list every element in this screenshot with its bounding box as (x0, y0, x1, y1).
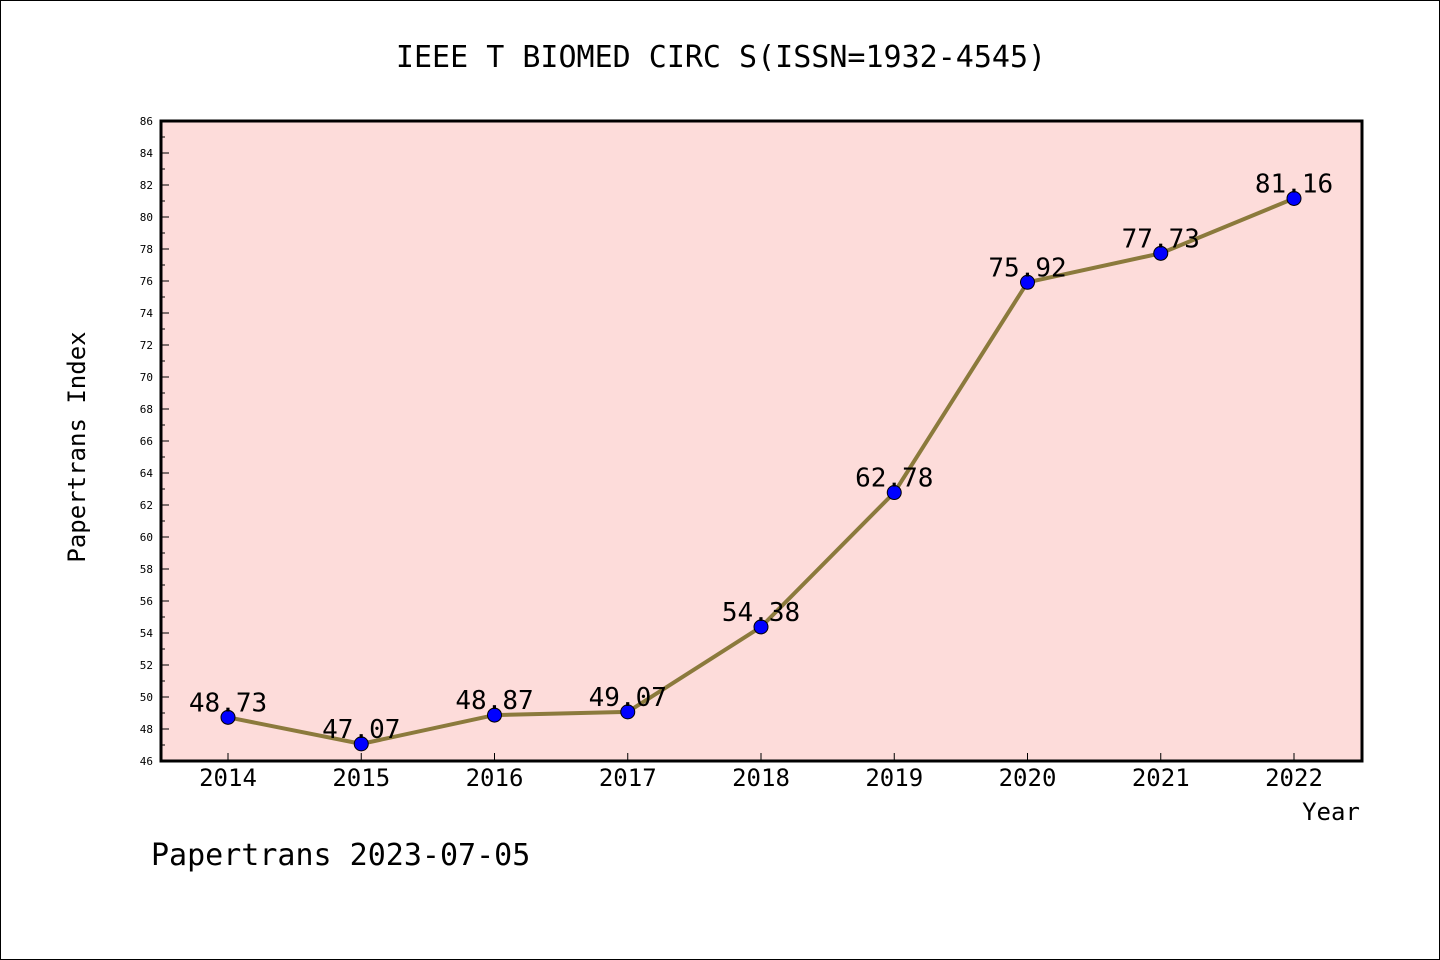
data-label: 54.38 (722, 598, 800, 628)
y-tick-label: 76 (140, 275, 153, 288)
x-tick-label: 2016 (466, 764, 524, 792)
plot-area (161, 121, 1362, 761)
x-axis: 2014 2015 2016 2017 2018 2019 2020 2021 2022 (199, 753, 1323, 792)
y-tick-label: 46 (140, 755, 153, 768)
y-tick-label: 66 (140, 435, 153, 448)
plot-border (159, 119, 1364, 763)
y-tick-label: 70 (140, 371, 153, 384)
y-tick-label: 62 (140, 499, 153, 512)
data-point (1153, 245, 1169, 261)
x-axis-label: Year (1302, 798, 1360, 826)
data-point (1020, 274, 1035, 290)
y-tick-label: 56 (140, 595, 153, 608)
data-point (753, 619, 769, 635)
x-tick-label: 2022 (1265, 764, 1323, 792)
y-tick-label: 86 (140, 115, 153, 128)
series-group (220, 190, 1302, 752)
footer-label: Papertrans 2023-07-05 (151, 838, 530, 873)
data-label: 47.07 (322, 715, 400, 745)
data-label: 77.73 (1122, 224, 1200, 254)
y-tick-label: 58 (140, 563, 153, 576)
y-tick-label: 72 (140, 339, 153, 352)
data-point (620, 704, 636, 720)
x-tick-label: 2020 (999, 764, 1057, 792)
data-point (886, 485, 902, 501)
y-tick-label: 50 (140, 691, 153, 704)
data-label: 48.73 (189, 688, 267, 718)
y-tick-label: 64 (140, 467, 154, 480)
data-label: 75.92 (988, 253, 1066, 283)
y-axis-label: Papertrans Index (63, 331, 91, 562)
data-point (353, 736, 369, 752)
data-point (1286, 190, 1302, 206)
x-tick-label: 2018 (732, 764, 790, 792)
y-tick-label: 54 (140, 627, 154, 640)
data-label: 81.16 (1255, 169, 1333, 199)
data-label: 62.78 (855, 464, 933, 494)
y-tick-label: 78 (140, 243, 153, 256)
y-axis: 46 48 50 52 54 56 58 60 62 64 66 68 70 72 74 76 78 80 82 84… (140, 115, 169, 768)
chart-title: IEEE T BIOMED CIRC S(ISSN=1932-4545) (396, 40, 1046, 75)
data-label: 48.87 (455, 686, 533, 716)
y-tick-label: 48 (140, 723, 153, 736)
y-tick-label: 74 (140, 307, 154, 320)
y-tick-label: 68 (140, 403, 153, 416)
y-tick-label: 80 (140, 211, 153, 224)
data-point (220, 709, 236, 725)
y-tick-label: 82 (140, 179, 153, 192)
y-tick-label: 52 (140, 659, 153, 672)
x-tick-label: 2021 (1132, 764, 1190, 792)
x-tick-label: 2017 (599, 764, 657, 792)
x-tick-label: 2019 (865, 764, 923, 792)
x-tick-label: 2015 (332, 764, 390, 792)
y-tick-label: 60 (140, 531, 153, 544)
data-label: 49.07 (589, 683, 667, 713)
data-point (487, 707, 502, 723)
data-labels: 48.73 47.07 48.87 49.07 54.38 62.78 75.92 77.73… (189, 169, 1333, 744)
y-tick-label: 84 (140, 147, 154, 160)
x-tick-label: 2014 (199, 764, 257, 792)
